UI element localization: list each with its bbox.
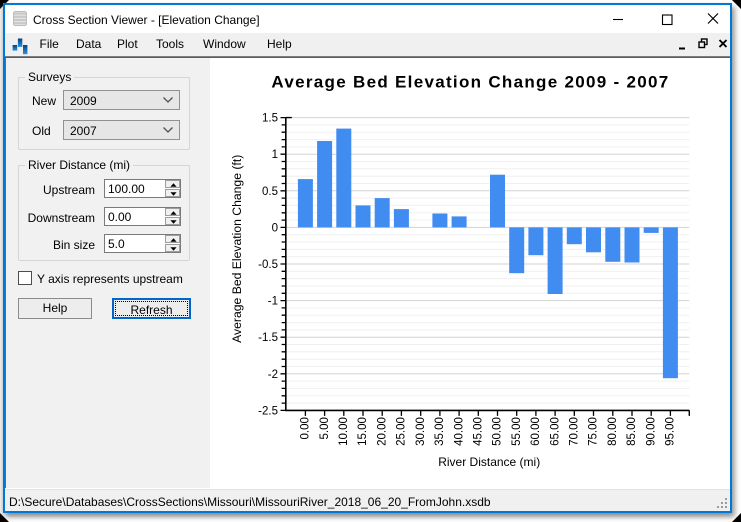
svg-text:45.00: 45.00 bbox=[473, 417, 485, 446]
svg-text:95.00: 95.00 bbox=[665, 417, 677, 446]
svg-text:River Distance (mi): River Distance (mi) bbox=[438, 455, 540, 469]
svg-text:80.00: 80.00 bbox=[607, 417, 619, 446]
svg-text:65.00: 65.00 bbox=[549, 417, 561, 446]
svg-text:10.00: 10.00 bbox=[338, 417, 350, 446]
svg-text:40.00: 40.00 bbox=[453, 417, 465, 446]
svg-text:0.00: 0.00 bbox=[300, 417, 312, 439]
svg-text:0.5: 0.5 bbox=[262, 186, 278, 198]
svg-text:-1: -1 bbox=[268, 296, 278, 308]
svg-text:75.00: 75.00 bbox=[588, 417, 600, 446]
svg-text:-1.5: -1.5 bbox=[258, 332, 278, 344]
svg-text:-2: -2 bbox=[268, 369, 278, 381]
svg-text:Average Bed Elevation Change (: Average Bed Elevation Change (ft) bbox=[230, 155, 244, 343]
svg-text:70.00: 70.00 bbox=[569, 417, 581, 446]
svg-text:90.00: 90.00 bbox=[645, 417, 657, 446]
svg-text:5.00: 5.00 bbox=[319, 417, 331, 439]
svg-text:35.00: 35.00 bbox=[434, 417, 446, 446]
svg-text:55.00: 55.00 bbox=[511, 417, 523, 446]
svg-text:50.00: 50.00 bbox=[492, 417, 504, 446]
svg-text:25.00: 25.00 bbox=[396, 417, 408, 446]
svg-text:-0.5: -0.5 bbox=[258, 259, 278, 271]
svg-text:85.00: 85.00 bbox=[626, 417, 638, 446]
svg-text:30.00: 30.00 bbox=[415, 417, 427, 446]
svg-text:15.00: 15.00 bbox=[357, 417, 369, 446]
svg-text:-2.5: -2.5 bbox=[258, 405, 278, 417]
svg-text:1.5: 1.5 bbox=[262, 113, 278, 125]
svg-text:1: 1 bbox=[272, 149, 278, 161]
svg-text:0: 0 bbox=[272, 222, 278, 234]
svg-text:20.00: 20.00 bbox=[376, 417, 388, 446]
svg-text:Average Bed Elevation Change 2: Average Bed Elevation Change 2009 - 2007 bbox=[271, 73, 669, 92]
svg-text:60.00: 60.00 bbox=[530, 417, 542, 446]
